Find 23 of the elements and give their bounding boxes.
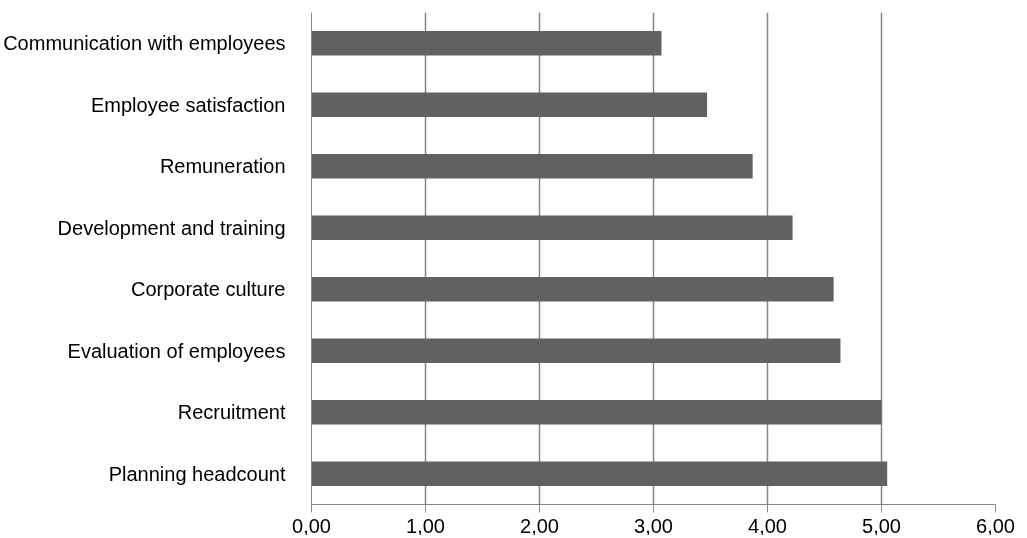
x-tick-label: 2,00 — [520, 514, 559, 537]
bar — [311, 92, 708, 118]
y-tick-label: Evaluation of employees — [67, 339, 286, 362]
y-tick-label: Recruitment — [177, 401, 286, 424]
y-tick-label: Planning headcount — [108, 462, 286, 485]
bar — [311, 215, 793, 241]
x-tick-label: 5,00 — [862, 514, 901, 537]
x-tick-label: 4,00 — [748, 514, 787, 537]
bar — [311, 153, 753, 179]
y-tick-label: Communication with employees — [3, 32, 286, 55]
y-tick-label: Remuneration — [159, 155, 286, 178]
bar — [311, 276, 834, 302]
y-tick-label: Employee satisfaction — [90, 93, 286, 116]
x-tick-label: 6,00 — [976, 514, 1015, 537]
bar — [311, 461, 888, 487]
bar — [311, 338, 841, 364]
x-tick-label: 1,00 — [406, 514, 445, 537]
x-tick-label: 3,00 — [634, 514, 673, 537]
y-tick-label: Corporate culture — [130, 278, 286, 301]
bar — [311, 30, 662, 56]
y-tick-label: Development and training — [57, 216, 286, 239]
bar — [311, 399, 882, 425]
x-tick-label: 0,00 — [292, 514, 331, 537]
